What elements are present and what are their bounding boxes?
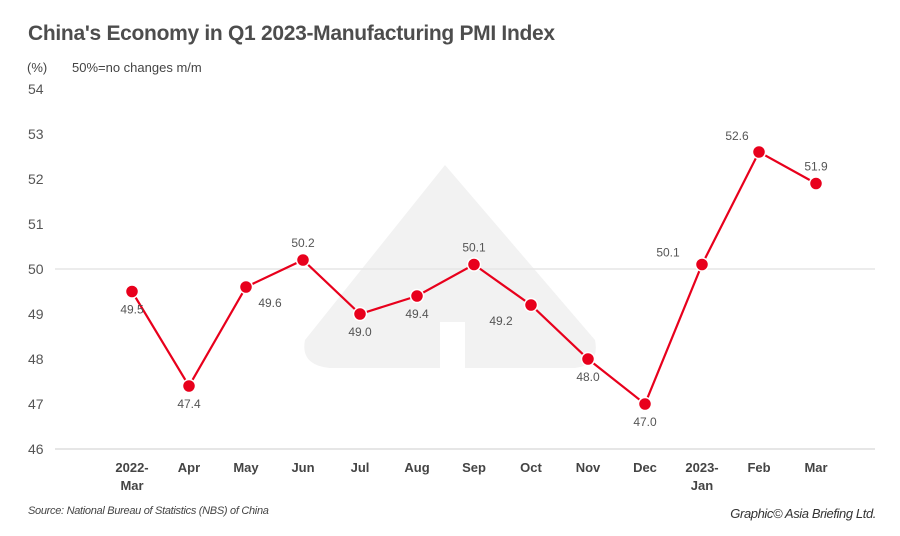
x-tick-label: Mar [120,478,143,493]
y-axis-unit: (%) [27,60,48,75]
data-point [523,297,539,313]
credit-note: Graphic© Asia Briefing Ltd. [730,506,876,521]
x-tick-label: Jan [691,478,713,493]
y-tick-label: 54 [28,81,44,97]
data-point [409,288,425,304]
data-point [694,257,710,272]
source-note: Source: National Bureau of Statistics (N… [28,505,269,517]
data-point [295,252,311,268]
data-point [808,176,824,191]
data-label: 47.4 [177,397,201,411]
y-tick-label: 49 [28,306,44,322]
data-point [580,351,596,367]
x-tick-label: Jun [291,460,314,475]
data-label: 51.9 [804,160,828,174]
x-tick-label: Apr [178,460,200,475]
x-tick-label: 2023- [685,460,718,475]
x-tick-label: Sep [462,460,486,475]
x-tick-label: Mar [804,460,827,475]
x-tick-label: Dec [633,460,657,475]
data-label: 49.0 [348,325,372,339]
chart-note: 50%=no changes m/m [72,60,202,75]
y-tick-label: 53 [28,126,44,142]
watermark-logo [304,165,596,368]
data-point [466,257,482,272]
x-tick-label: 2022- [115,460,148,475]
y-tick-label: 46 [28,441,44,457]
x-tick-label: May [233,460,259,475]
x-tick-label: Aug [404,460,429,475]
data-label: 49.2 [489,314,513,328]
data-point [751,144,767,160]
data-point [238,279,254,295]
data-label: 48.0 [576,370,600,384]
y-tick-label: 51 [28,216,44,232]
data-label: 50.1 [656,246,680,260]
data-point [181,378,197,394]
x-tick-label: Feb [747,460,770,475]
data-label: 50.2 [291,236,315,250]
data-label: 52.6 [725,129,749,143]
x-tick-label: Jul [351,460,370,475]
y-tick-label: 47 [28,396,44,412]
data-point [637,396,653,412]
y-tick-label: 48 [28,351,44,367]
y-tick-label: 52 [28,171,44,187]
y-tick-label: 50 [28,261,44,277]
data-label: 49.4 [405,307,429,321]
x-tick-label: Nov [576,460,601,475]
data-point [352,306,368,322]
x-tick-label: Oct [520,460,542,475]
data-label: 50.1 [462,241,486,255]
chart-title: China's Economy in Q1 2023-Manufacturing… [28,22,555,45]
data-label: 49.6 [258,296,282,310]
data-label: 49.5 [120,303,144,317]
data-label: 47.0 [633,415,657,429]
data-point [124,284,140,299]
